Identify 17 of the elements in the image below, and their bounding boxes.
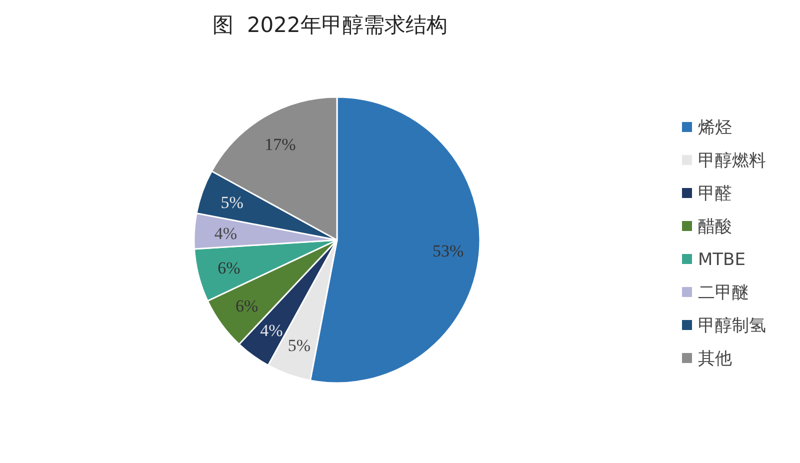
legend-label: 醋酸 bbox=[698, 216, 732, 237]
data-label: 5% bbox=[220, 193, 244, 212]
chart-title: 图 2022年甲醇需求结构 bbox=[212, 13, 448, 37]
legend-label: 其他 bbox=[698, 348, 732, 369]
data-label: 4% bbox=[260, 321, 283, 340]
legend-label: 二甲醚 bbox=[698, 282, 749, 303]
data-label: 6% bbox=[235, 296, 258, 316]
data-label: 5% bbox=[288, 336, 311, 355]
legend-label: 烯烃 bbox=[698, 118, 732, 138]
data-label: 17% bbox=[264, 134, 296, 154]
data-label: 53% bbox=[432, 241, 464, 260]
legend-label: MTBE bbox=[698, 250, 746, 270]
data-label: 4% bbox=[214, 224, 238, 243]
legend-label: 甲醇燃料 bbox=[698, 150, 766, 171]
legend-label: 甲醇制氢 bbox=[698, 316, 766, 336]
legend-label: 甲醛 bbox=[698, 184, 732, 204]
data-label: 6% bbox=[218, 258, 240, 278]
